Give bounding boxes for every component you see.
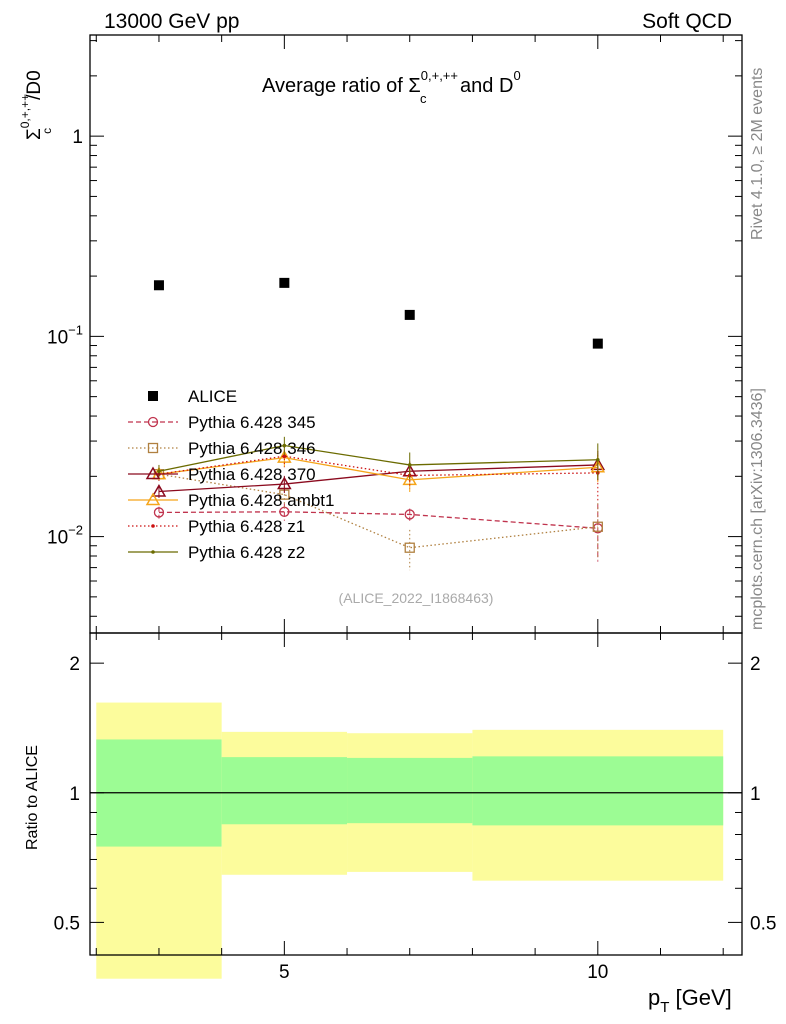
- xlabel-sub: T: [660, 999, 669, 1016]
- data-point: [592, 338, 603, 349]
- ylabel-rest: /D0: [24, 70, 45, 100]
- legend-label-5: Pythia 6.428 z1: [188, 517, 305, 536]
- header-left: 13000 GeV pp: [104, 10, 239, 33]
- data-point: [592, 521, 603, 532]
- chart-title: Average ratio of Σ0,+,++ c and D0: [262, 68, 521, 106]
- data-point: [153, 280, 164, 291]
- mcplots-label: mcplots.cern.ch [arXiv:1306.3436]: [749, 388, 766, 630]
- ratio-y-tick-label-left-0: 2: [69, 654, 80, 675]
- legend-label-0: ALICE: [188, 387, 237, 406]
- title-sub: c: [420, 91, 427, 106]
- ylabel-symbol: Σ: [24, 128, 45, 140]
- data-point: [277, 450, 292, 463]
- xlabel-unit: [GeV]: [669, 985, 731, 1010]
- ratio-band-inner-1: [221, 757, 348, 825]
- ratio-y-tick-label-left-1: 1: [69, 784, 80, 805]
- xlabel-main: p: [648, 985, 660, 1010]
- legend-marker-1: [147, 416, 159, 428]
- legend-marker-4: [145, 492, 161, 506]
- title-mid: and D: [455, 75, 514, 97]
- ratio-band-inner-2: [347, 757, 473, 824]
- y-tick-label-1: 10−1: [47, 322, 83, 348]
- data-point: [282, 454, 287, 459]
- data-point: [279, 277, 290, 288]
- legend-marker-0: [148, 391, 158, 401]
- ratio-panel: 5 10 2 2 1 1 0.5 0.5 Ratio to ALICE pT [GeV]: [24, 632, 776, 1016]
- y-tick-label-0: 1: [72, 127, 83, 148]
- x-tick-label-0: 5: [279, 962, 290, 983]
- legend-label-4: Pythia 6.428 ambt1: [188, 491, 334, 510]
- legend-marker-5: [151, 524, 155, 528]
- x-tick-label-1: 10: [587, 962, 608, 983]
- y-tick-label-2: 10−2: [47, 523, 83, 549]
- title-prefix: Average ratio of: [262, 75, 408, 97]
- ratio-axes: 5 10 2 2 1 1 0.5 0.5: [54, 632, 776, 983]
- legend-marker-6: [151, 550, 155, 554]
- title-symbol: Σ: [408, 75, 420, 97]
- data-point: [407, 463, 412, 467]
- ratio-ylabel: Ratio to ALICE: [24, 745, 41, 850]
- legend-label-1: Pythia 6.428 345: [188, 413, 316, 432]
- legend: ALICE Pythia 6.428 345 Pythia 6.428 346 Pyt…: [128, 387, 334, 562]
- series-0: [153, 277, 603, 349]
- ratio-frame: [89, 632, 743, 956]
- ratio-y-tick-label-left-2: 0.5: [54, 913, 80, 934]
- series-line-4: [158, 456, 598, 481]
- data-point: [153, 507, 165, 518]
- data-point: [151, 483, 167, 497]
- data-point: [404, 309, 415, 320]
- series-6: [157, 436, 600, 480]
- header-right: Soft QCD: [642, 10, 732, 33]
- legend-marker-2: [147, 442, 159, 454]
- x-axis-label: pT [GeV]: [648, 985, 732, 1016]
- series-line-3: [158, 464, 598, 493]
- main-axes: 1 10−1 10−2: [47, 34, 743, 634]
- rivet-label: Rivet 4.1.0, ≥ 2M events: [749, 68, 766, 240]
- legend-marker-3: [145, 466, 161, 480]
- analysis-watermark: (ALICE_2022_I1868463): [339, 590, 494, 606]
- legend-label-6: Pythia 6.428 z2: [188, 543, 305, 562]
- series-line-1: [158, 511, 598, 529]
- series-line-6: [158, 444, 598, 472]
- data-point: [404, 542, 415, 553]
- ratio-bands: [90, 702, 742, 979]
- data-point: [157, 469, 161, 474]
- legend-label-2: Pythia 6.428 346: [188, 439, 316, 458]
- series-line-2: [158, 473, 598, 549]
- main-panel: 110−110−2 Average ratio of Σ0,+,++ c and …: [18, 34, 743, 634]
- title-sup: 0,+,++: [421, 68, 458, 83]
- data-point: [282, 443, 287, 448]
- title-sup2: 0: [513, 68, 520, 83]
- legend-label-3: Pythia 6.428 370: [188, 465, 316, 484]
- data-point: [404, 509, 415, 520]
- main-ylabel: Σ0,+,++ c/D0: [18, 70, 54, 140]
- ratio-band-inner-3: [472, 756, 724, 826]
- ratio-y-tick-label-right-1: 1: [750, 784, 761, 805]
- ylabel-sup: 0,+,++: [18, 94, 32, 128]
- ylabel-sub: c: [40, 128, 54, 134]
- ratio-y-tick-label-right-2: 0.5: [750, 913, 776, 934]
- data-point: [277, 476, 292, 490]
- data-point: [596, 457, 600, 462]
- ratio-y-tick-label-right-0: 2: [750, 654, 761, 675]
